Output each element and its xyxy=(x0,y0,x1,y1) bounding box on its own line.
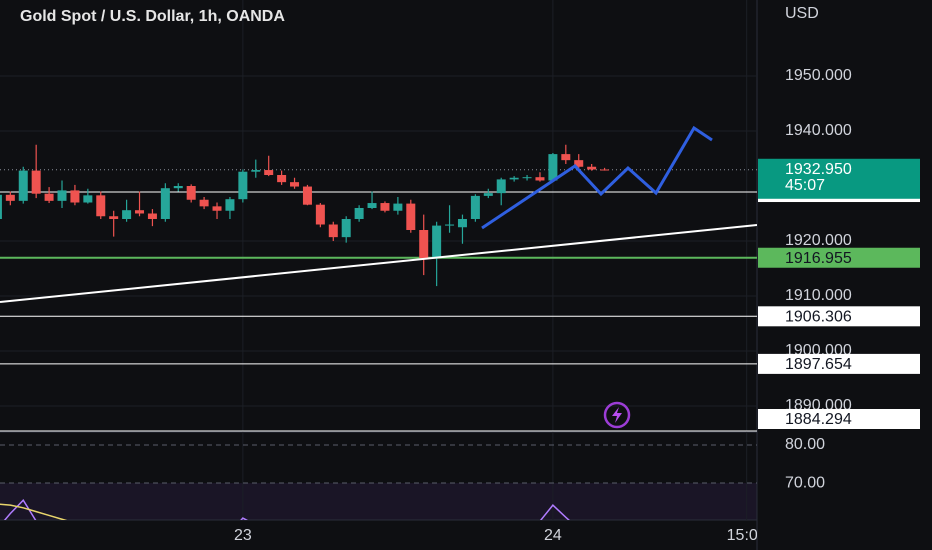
candle-body xyxy=(457,218,467,228)
candle-body xyxy=(96,195,106,217)
candle-body xyxy=(238,171,248,200)
candle-body xyxy=(406,203,416,230)
y-tick-label: 1950.000 xyxy=(785,67,852,84)
price-label: 1897.654 xyxy=(785,356,852,373)
projection-path xyxy=(481,125,713,230)
candle-body xyxy=(419,229,429,259)
candle-body xyxy=(290,182,300,187)
price-label: 1884.294 xyxy=(785,411,852,428)
candle-body xyxy=(186,185,196,200)
candle-body xyxy=(173,185,183,189)
candle-body xyxy=(0,194,2,219)
price-label-box xyxy=(758,247,920,268)
drawings xyxy=(0,125,757,303)
candle-body xyxy=(341,218,351,238)
candle-body xyxy=(522,177,532,179)
candle-body xyxy=(445,224,455,226)
candle-body xyxy=(251,170,261,172)
y-tick-label: 1910.000 xyxy=(785,287,852,304)
x-tick-label: 24 xyxy=(544,527,562,544)
candle-body xyxy=(561,154,571,161)
rsi-tick-label: 70.00 xyxy=(785,474,825,491)
candle-body xyxy=(574,160,584,167)
candle-body xyxy=(18,170,28,201)
alert-icon[interactable] xyxy=(603,401,631,429)
chart-title: Gold Spot / U.S. Dollar, 1h, OANDA xyxy=(20,8,285,25)
x-tick-label: 15:00 xyxy=(727,527,767,544)
candle-body xyxy=(432,225,442,259)
rsi-line xyxy=(3,498,570,520)
rsi-line xyxy=(0,503,68,520)
candle-body xyxy=(600,169,610,171)
alert-bolt[interactable] xyxy=(612,407,622,423)
candle-body xyxy=(160,188,170,219)
countdown-label: 45:07 xyxy=(785,177,825,194)
y-tick-label: 1940.000 xyxy=(785,122,852,139)
current-price-label: 1932.950 xyxy=(785,161,852,178)
candle-body xyxy=(122,210,132,219)
candle-body xyxy=(199,199,209,207)
rsi-tick-label: 80.00 xyxy=(785,436,825,453)
candle-body xyxy=(587,166,597,170)
candle-body xyxy=(315,204,325,225)
candle-body xyxy=(147,213,157,219)
price-label-box xyxy=(758,409,920,429)
candle-body xyxy=(135,210,145,214)
y-tick-label: 1920.000 xyxy=(785,232,852,249)
price-label: 1916.955 xyxy=(785,250,852,267)
candle-body xyxy=(470,195,480,219)
rsi-band xyxy=(0,483,757,520)
trend-line xyxy=(0,224,757,303)
candle-body xyxy=(57,190,67,201)
candle-body xyxy=(277,174,287,183)
currency-label: USD xyxy=(785,5,819,22)
candle-body xyxy=(496,179,506,194)
candle-body xyxy=(302,186,312,205)
candle-body xyxy=(225,199,235,211)
price-label: 1906.306 xyxy=(785,309,852,326)
candle-body xyxy=(367,203,377,208)
candle-body xyxy=(380,203,390,211)
alert-ring[interactable] xyxy=(603,401,631,429)
current-price-box xyxy=(758,158,920,199)
candle-body xyxy=(212,206,222,211)
candle-body xyxy=(393,203,403,211)
candle-body xyxy=(5,194,15,201)
candle-body xyxy=(535,177,545,181)
candle-body xyxy=(548,154,558,181)
candle-body xyxy=(44,193,54,201)
candle-body xyxy=(328,224,338,238)
x-tick-label: 23 xyxy=(234,527,252,544)
candle-body xyxy=(483,193,493,196)
candle-body xyxy=(31,170,41,194)
candle-body xyxy=(109,216,119,219)
candle-body xyxy=(83,195,93,203)
price-label-box xyxy=(758,306,920,327)
candle-body xyxy=(354,207,364,219)
candle-body xyxy=(264,170,274,175)
candle-body xyxy=(509,177,519,180)
price-label-box xyxy=(758,353,920,374)
candle-body xyxy=(70,190,80,203)
